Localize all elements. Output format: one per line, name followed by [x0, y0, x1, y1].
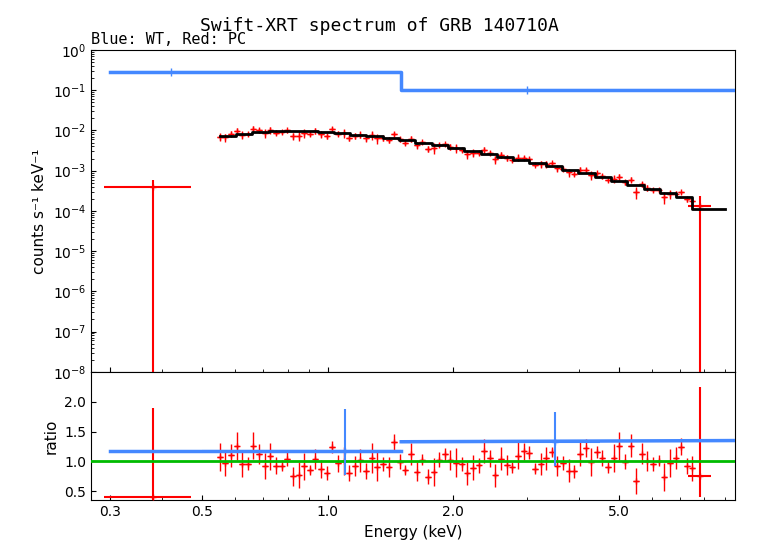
Text: Blue: WT, Red: PC: Blue: WT, Red: PC [91, 32, 246, 47]
X-axis label: Energy (keV): Energy (keV) [364, 525, 462, 540]
Text: Swift-XRT spectrum of GRB 140710A: Swift-XRT spectrum of GRB 140710A [199, 17, 559, 34]
Y-axis label: counts s⁻¹ keV⁻¹: counts s⁻¹ keV⁻¹ [32, 148, 47, 274]
Y-axis label: ratio: ratio [43, 418, 58, 454]
